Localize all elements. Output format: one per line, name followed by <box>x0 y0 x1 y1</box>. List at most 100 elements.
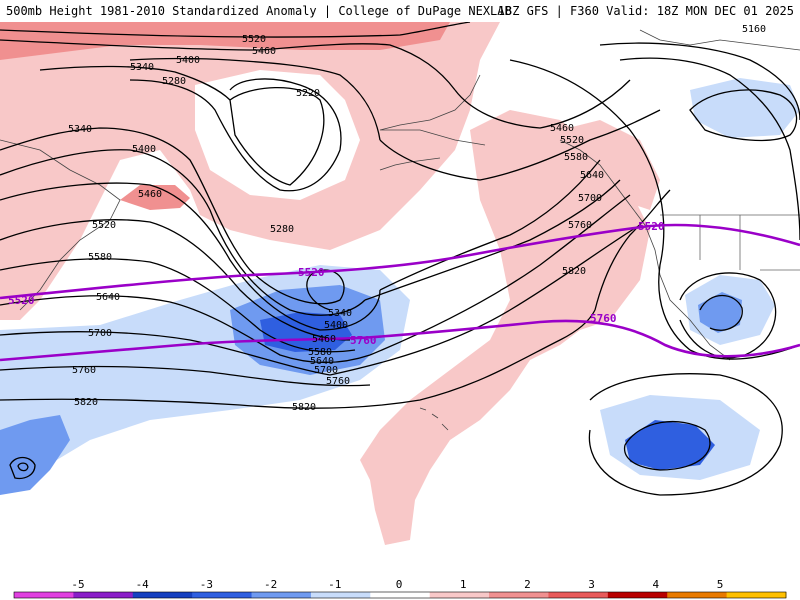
legend-tick-label: -4 <box>136 578 150 591</box>
contour-west-cutoff <box>9 456 36 480</box>
contour-california-low <box>679 272 777 359</box>
purple-5520-contour <box>0 223 800 300</box>
contour-label-5460-low: 5460 <box>312 334 336 345</box>
highlight-label-5520-west: 5520 <box>8 294 35 307</box>
coastline-canada-coast <box>559 139 731 361</box>
contour-5400-north <box>129 57 381 141</box>
legend-swatch <box>192 592 253 598</box>
coastline-siberia <box>0 139 121 311</box>
contour-canada-trough-1 <box>619 57 800 241</box>
contour-5460-west <box>0 182 381 331</box>
highlight-label-5520-center: 5520 <box>298 266 325 279</box>
contour-5820-west <box>0 309 596 409</box>
contour-label-5160: 5160 <box>742 24 766 35</box>
contour-label-5820-east: 5820 <box>562 266 586 277</box>
coastline-canada-north <box>639 29 800 51</box>
legend-tick-label: -5 <box>71 578 84 591</box>
positive-anomaly-shading <box>0 22 660 545</box>
contour-label-5340-low: 5340 <box>328 308 352 319</box>
contour-california-low-inner <box>699 295 743 331</box>
legend-tick-label: 3 <box>588 578 595 591</box>
highlight-contours <box>0 223 800 362</box>
anomaly-map: 5520 5460 5400 5340 5280 5220 5340 5400 … <box>0 22 800 545</box>
highlight-label-5760-center: 5760 <box>350 334 377 347</box>
legend-tick-label: 4 <box>652 578 659 591</box>
contour-label-5400-north: 5400 <box>176 55 200 66</box>
lightblue-spot-west <box>0 415 70 495</box>
contour-label-5760-east: 5760 <box>568 220 592 231</box>
highlight-label-5520-east: 5520 <box>638 220 665 233</box>
contour-5760-east <box>329 224 641 376</box>
contour-5340-west <box>0 127 345 311</box>
contour-label-5280-north: 5280 <box>162 76 186 87</box>
height-contours <box>0 22 800 496</box>
contour-5640-west <box>0 295 371 364</box>
contour-label-5640-east: 5640 <box>580 170 604 181</box>
contour-5280-north <box>129 78 342 192</box>
contour-5520-north <box>0 22 471 38</box>
contour-label-5700-west: 5700 <box>88 328 112 339</box>
contour-label-5520-west: 5520 <box>92 220 116 231</box>
contour-label-5700-low: 5700 <box>314 365 338 376</box>
contour-label-5400-low: 5400 <box>324 320 348 331</box>
legend-swatch <box>370 592 431 598</box>
contour-label-5820-center: 5820 <box>292 402 316 413</box>
legend-color-bar <box>13 591 787 599</box>
map-title: 500mb Height 1981-2010 Standardized Anom… <box>6 4 512 18</box>
contour-canada-trough-2 <box>599 42 800 121</box>
borders-us <box>660 214 800 271</box>
contour-label-5640-low: 5640 <box>310 356 334 367</box>
legend-swatch <box>429 592 490 598</box>
contour-5160 <box>689 89 798 142</box>
contour-label-5520-east: 5520 <box>560 135 584 146</box>
legend-tick-label: 2 <box>524 578 531 591</box>
contour-5700-west <box>0 331 331 376</box>
coastline-aleutians <box>379 157 441 171</box>
legend-swatch <box>667 592 728 598</box>
blue-low-california <box>698 292 742 333</box>
contour-5400-west <box>0 149 366 316</box>
contour-5820-east <box>594 189 671 311</box>
contour-5580-east <box>379 159 601 291</box>
legend-tick-label: -2 <box>264 578 277 591</box>
contour-cutoff-east-inner <box>623 420 711 471</box>
coastline-hawaii <box>419 407 449 431</box>
contour-label-5520-north: 5520 <box>242 34 266 45</box>
contour-label-5580-low: 5580 <box>308 347 332 358</box>
contour-label-5220: 5220 <box>296 88 320 99</box>
contour-label-5460-east: 5460 <box>550 123 574 134</box>
contour-west-cutoff-inner <box>17 462 29 472</box>
contour-canada-trough-3 <box>509 59 800 360</box>
legend-tick-label: -1 <box>328 578 341 591</box>
blue-cutoff-east <box>625 420 715 470</box>
contour-label-5340-nw: 5340 <box>130 62 154 73</box>
contour-label-5700-east: 5700 <box>578 193 602 204</box>
legend-swatch <box>310 592 371 598</box>
contour-label-5640-west: 5640 <box>96 292 120 303</box>
legend-tick-label: 1 <box>460 578 467 591</box>
legend-tick-label: 5 <box>717 578 724 591</box>
legend-swatch <box>73 592 134 598</box>
purple-5760-contour <box>0 319 800 362</box>
legend-swatch <box>607 592 668 598</box>
contour-label-5280-center: 5280 <box>270 224 294 235</box>
contour-5220 <box>229 86 325 186</box>
contour-5460-east <box>454 79 631 129</box>
contour-label-layer: 5520 5460 5400 5340 5280 5220 5340 5400 … <box>68 24 766 413</box>
legend-bar-outline <box>13 591 787 599</box>
contour-label-5580-east: 5580 <box>564 152 588 163</box>
legend-swatch <box>251 592 312 598</box>
contour-label-5460-north: 5460 <box>252 46 276 57</box>
pink-anomaly-pacific <box>360 110 650 545</box>
contour-label-5460-west: 5460 <box>138 189 162 200</box>
legend-swatch <box>132 592 193 598</box>
contour-label-5340-west: 5340 <box>68 124 92 135</box>
legend-swatch <box>726 592 787 598</box>
legend-swatch <box>489 592 549 598</box>
contour-label-5820-west: 5820 <box>74 397 98 408</box>
red-anomaly-north <box>0 22 450 60</box>
contour-5460-north <box>0 39 456 91</box>
lightblue-low-canada <box>690 78 800 138</box>
contour-5760-west <box>0 365 371 387</box>
contour-5640-east <box>364 179 621 301</box>
